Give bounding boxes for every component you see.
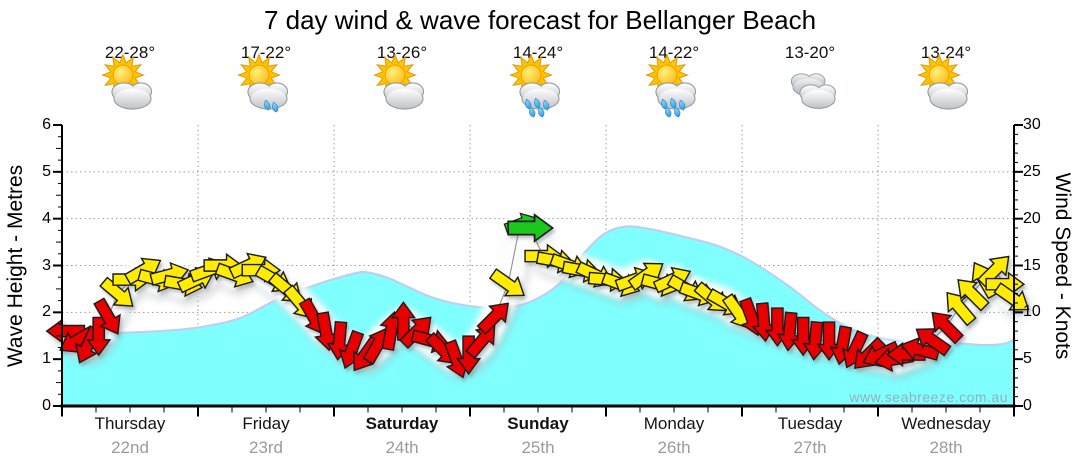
sun-cloud-rain-icon <box>645 53 697 118</box>
wind-arrow <box>915 328 952 357</box>
day-name-label: Monday <box>643 414 705 433</box>
wind-axis-tick-label: 15 <box>1023 256 1041 274</box>
wind-arrow <box>993 282 1030 311</box>
wave-axis-tick-label: 1 <box>42 350 51 368</box>
day-temp-label: 13-26° <box>376 43 428 62</box>
wave-axis-tick-label: 6 <box>42 116 51 133</box>
day-date-label: 24th <box>385 438 419 457</box>
day-temp-label: 13-24° <box>920 43 972 62</box>
wind-arrow <box>99 276 134 307</box>
weather-icon <box>370 53 434 118</box>
sun-cloud-icon <box>101 53 153 110</box>
wind-axis-tick-label: 20 <box>1023 209 1041 227</box>
weather-icon <box>778 54 842 118</box>
day-temp-label: 14-22° <box>648 43 700 62</box>
wind-arrow <box>946 291 977 327</box>
day-date-label: 23rd <box>248 438 284 457</box>
day-date-label: 22nd <box>111 438 149 457</box>
wind-arrow <box>313 311 339 352</box>
day-name-label: Thursday <box>94 414 166 433</box>
day-date-label: 28th <box>929 438 963 457</box>
sun-cloud-rain-icon <box>509 53 561 118</box>
cloudy-icon <box>790 73 836 109</box>
wind-axis-tick-label: 5 <box>1023 350 1032 368</box>
wind-axis-tick-label: 10 <box>1023 303 1041 321</box>
weather-icon <box>234 53 298 118</box>
wind-axis-tick-label: 30 <box>1023 116 1041 133</box>
wind-arrow <box>326 320 352 361</box>
weather-icon <box>642 53 706 118</box>
day-temp-label: 22-28° <box>104 43 156 62</box>
day-temp-label: 17-22° <box>240 43 292 62</box>
wave-axis-tick-label: 5 <box>42 162 51 180</box>
watermark-text: www.seabreeze.com.au <box>849 389 1008 405</box>
wind-arrow <box>488 268 525 297</box>
wind-arrow <box>931 311 964 345</box>
wind-arrow <box>507 213 555 243</box>
day-name-label: Friday <box>242 414 290 433</box>
weather-icon <box>98 53 162 118</box>
day-date-label: 26th <box>657 438 691 457</box>
sun-cloud-icon <box>917 53 969 110</box>
wind-axis-tick-label: 25 <box>1023 162 1041 180</box>
wind-arrow <box>476 302 510 335</box>
weather-icon <box>506 53 570 118</box>
day-date-label: 25th <box>521 438 555 457</box>
day-date-label: 27th <box>793 438 827 457</box>
wind-arrow <box>93 297 121 335</box>
sun-cloud-rain-light-icon <box>237 53 289 113</box>
wind-arrow <box>465 324 496 360</box>
chart-title: 7 day wind & wave forecast for Bellanger… <box>263 5 817 35</box>
weather-icon <box>914 53 978 118</box>
day-name-label: Tuesday <box>777 414 843 433</box>
wind-arrows <box>45 212 1030 379</box>
day-name-label: Wednesday <box>901 414 991 433</box>
day-name-label: Sunday <box>507 414 569 433</box>
wind-axis-tick-label: 0 <box>1023 397 1032 414</box>
wind-arrow <box>957 279 990 312</box>
day-name-label: Saturday <box>365 414 439 433</box>
day-temp-label: 14-24° <box>512 43 564 62</box>
sun-cloud-icon <box>373 53 425 110</box>
day-temp-label: 13-20° <box>784 43 836 62</box>
wave-axis-tick-label: 2 <box>42 303 51 321</box>
wave-axis-tick-label: 0 <box>42 397 51 414</box>
wave-axis-tick-label: 3 <box>42 256 51 274</box>
axes <box>53 124 1023 417</box>
wave-axis-tick-label: 4 <box>42 209 51 227</box>
